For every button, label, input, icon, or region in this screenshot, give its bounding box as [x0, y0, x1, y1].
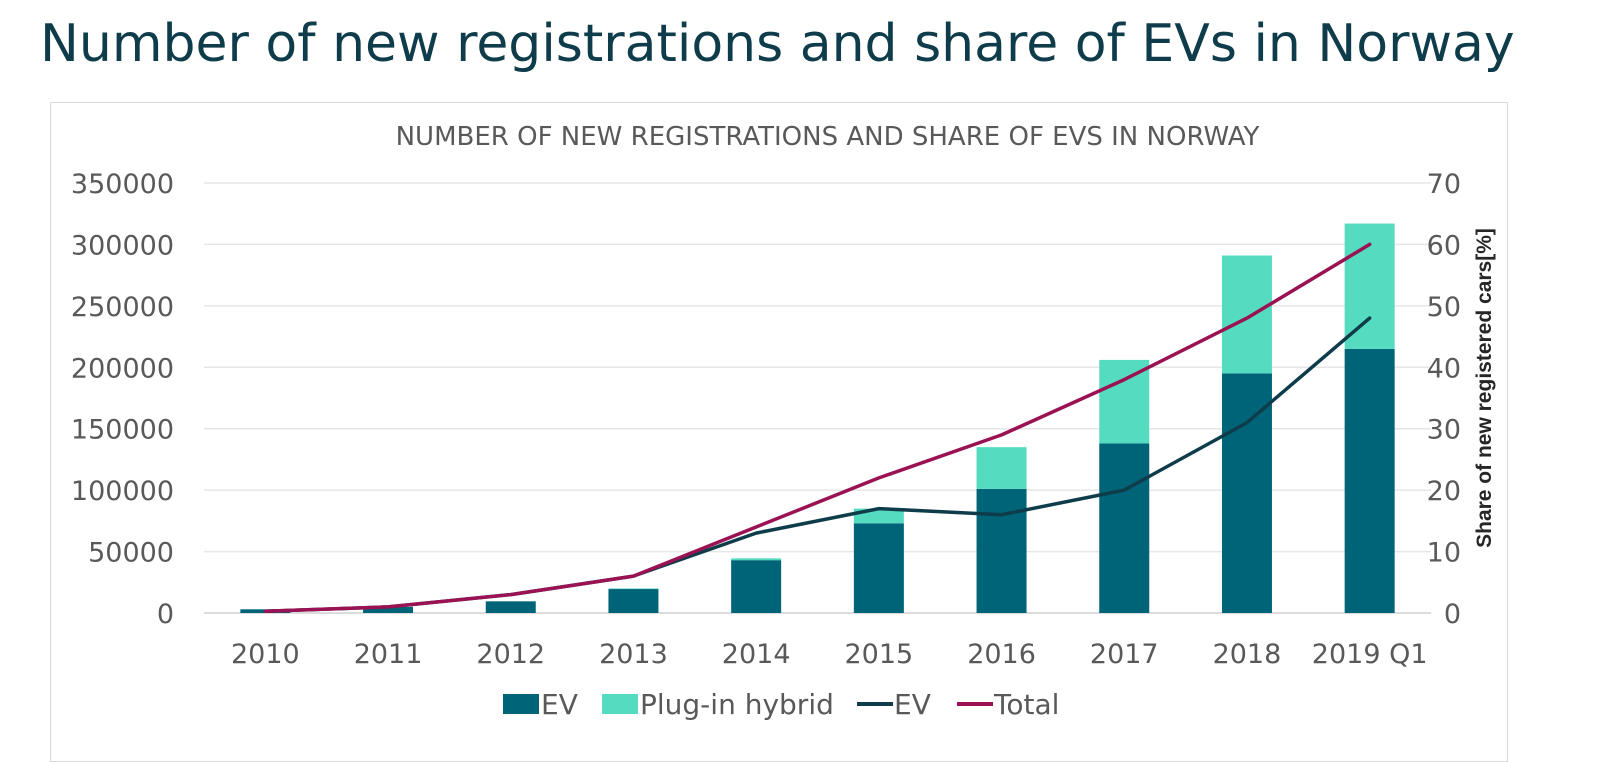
- y2-tick-label: 70: [1427, 169, 1461, 200]
- chart-frame: NUMBER OF NEW REGISTRATIONS AND SHARE OF…: [50, 102, 1508, 762]
- ev-bar: [485, 601, 536, 613]
- x-tick-label: 2014: [722, 639, 791, 670]
- legend-label-ev-bar: EV: [541, 688, 578, 721]
- chart-title: NUMBER OF NEW REGISTRATIONS AND SHARE OF…: [396, 122, 1260, 152]
- y2-tick-label: 50: [1427, 292, 1461, 323]
- ev-bar: [731, 560, 782, 613]
- y-tick-label: 200000: [71, 353, 174, 384]
- ev-bar: [1099, 443, 1150, 613]
- legend-swatch-plugin-hybrid: [602, 694, 638, 714]
- x-tick-label: 2010: [231, 639, 300, 670]
- page-title: Number of new registrations and share of…: [40, 14, 1515, 74]
- y2-tick-label: 40: [1427, 353, 1461, 384]
- x-tick-label: 2018: [1213, 639, 1282, 670]
- x-tick-label: 2011: [354, 639, 423, 670]
- x-tick-label: 2012: [476, 639, 545, 670]
- total-share-line: [263, 242, 1372, 613]
- legend-label-ev-line: EV: [894, 688, 931, 721]
- y2-axis-title: Share of new registered cars[%]: [1473, 228, 1496, 548]
- plugin-hybrid-bar: [1221, 255, 1272, 374]
- x-tick-label: 2013: [599, 639, 668, 670]
- legend-swatch-ev-bar: [503, 694, 539, 714]
- x-tick-label: 2016: [967, 639, 1036, 670]
- plugin-hybrid-bar: [608, 588, 659, 590]
- y-tick-label: 50000: [88, 538, 174, 569]
- y-tick-label: 150000: [71, 415, 174, 446]
- ev-bar: [363, 606, 414, 613]
- y-tick-label: 250000: [71, 292, 174, 323]
- y2-tick-label: 30: [1427, 415, 1461, 446]
- ev-bar: [976, 488, 1027, 613]
- ev-bar: [1344, 348, 1395, 613]
- plugin-hybrid-bar: [1099, 359, 1150, 444]
- y-tick-label: 100000: [71, 476, 174, 507]
- plugin-hybrid-bar: [1344, 223, 1395, 349]
- y2-tick-label: 0: [1444, 599, 1461, 630]
- ev-bar: [853, 523, 904, 613]
- ev-bar: [1221, 373, 1272, 613]
- y2-tick-label: 60: [1427, 230, 1461, 261]
- plugin-hybrid-bar: [976, 447, 1027, 489]
- y2-tick-label: 10: [1427, 538, 1461, 569]
- y-tick-label: 350000: [71, 169, 174, 200]
- x-tick-label: 2017: [1090, 639, 1159, 670]
- y2-tick-label: 20: [1427, 476, 1461, 507]
- stacked-bar-line-chart: NUMBER OF NEW REGISTRATIONS AND SHARE OF…: [71, 122, 1496, 721]
- plugin-hybrid-bar: [731, 558, 782, 561]
- y-tick-label: 0: [157, 599, 174, 630]
- x-tick-label: 2015: [844, 639, 913, 670]
- ev-bar: [608, 589, 659, 613]
- x-tick-label: 2019 Q1: [1312, 639, 1428, 670]
- ev-share-line: [263, 316, 1372, 613]
- legend-label-plugin-hybrid: Plug-in hybrid: [640, 688, 834, 721]
- y-tick-label: 300000: [71, 230, 174, 261]
- legend-label-total-line: Total: [993, 688, 1059, 721]
